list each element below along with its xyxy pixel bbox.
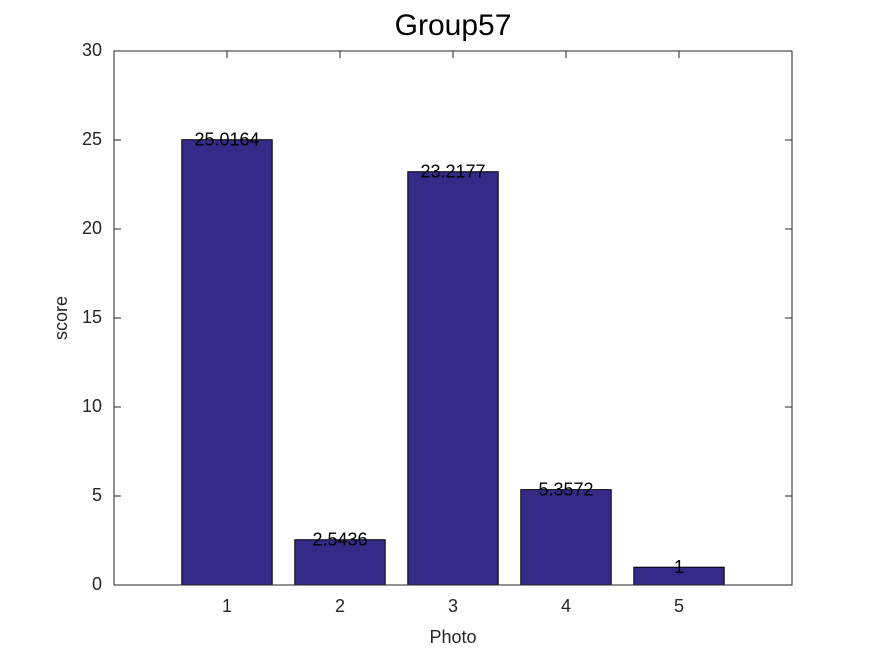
value-label: 1 <box>674 557 684 577</box>
y-tick-label: 25 <box>82 129 102 149</box>
y-axis-label: score <box>51 296 71 340</box>
x-tick-label: 5 <box>674 596 684 616</box>
y-tick-label: 30 <box>82 40 102 60</box>
axes-box <box>113 50 793 586</box>
value-label: 5.3572 <box>538 479 593 499</box>
y-tick-label: 10 <box>82 396 102 416</box>
x-tick-label: 1 <box>222 596 232 616</box>
value-label: 23.2177 <box>420 161 485 181</box>
bar <box>520 489 612 586</box>
x-axis-label: Photo <box>429 627 476 647</box>
value-label: 25.0164 <box>194 129 259 149</box>
y-tick-label: 0 <box>92 574 102 594</box>
bar <box>181 139 273 586</box>
y-tick-label: 15 <box>82 307 102 327</box>
x-tick-label: 4 <box>561 596 571 616</box>
x-tick-label: 3 <box>448 596 458 616</box>
bar <box>407 171 499 586</box>
y-tick-label: 20 <box>82 218 102 238</box>
value-label: 2.5436 <box>312 529 367 549</box>
y-tick-label: 5 <box>92 485 102 505</box>
bar <box>294 539 386 586</box>
x-tick-label: 2 <box>335 596 345 616</box>
chart-title: Group57 <box>395 9 512 42</box>
